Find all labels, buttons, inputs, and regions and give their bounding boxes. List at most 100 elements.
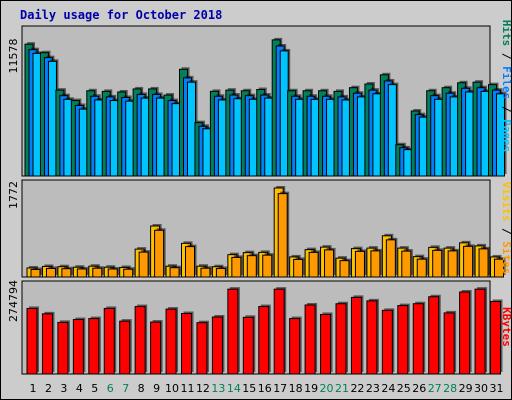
kbytes-bar-day-15 <box>242 316 254 375</box>
x-tick-day-11: 11 <box>181 382 195 395</box>
sites-bar-day-29 <box>463 245 474 278</box>
sites-bar-day-2 <box>45 267 56 278</box>
kbytes-bar-day-13 <box>211 316 223 375</box>
legend-part: Files <box>500 66 512 99</box>
legend-visits-sites: Visits / Sites <box>500 182 512 275</box>
sites-bar-day-5 <box>92 267 103 278</box>
pages-bar-day-7 <box>125 100 135 177</box>
pages-bar-day-3 <box>63 98 73 177</box>
sites-bar-day-15 <box>246 255 257 278</box>
sites-bar-day-11 <box>185 246 195 278</box>
sites-bar-day-30 <box>478 248 489 278</box>
x-tick-day-3: 3 <box>60 382 67 395</box>
x-tick-day-21: 21 <box>335 382 349 395</box>
kbytes-bar-day-5 <box>88 318 100 375</box>
pages-bar-day-2 <box>47 60 57 177</box>
sites-bar-day-31 <box>494 258 504 278</box>
kbytes-bar-day-8 <box>134 306 146 375</box>
sites-bar-day-21 <box>339 260 350 278</box>
sites-bar-day-24 <box>385 239 396 278</box>
legend-kbytes: KBytes <box>500 307 512 347</box>
x-tick-day-1: 1 <box>30 382 37 395</box>
pages-bar-day-17 <box>279 50 289 177</box>
legend-part: Sites <box>500 241 512 274</box>
x-tick-day-12: 12 <box>196 382 210 395</box>
pages-bar-day-25 <box>403 149 413 177</box>
x-tick-day-25: 25 <box>397 382 411 395</box>
x-tick-day-20: 20 <box>320 382 334 395</box>
kbytes-bar-day-11 <box>181 313 192 375</box>
kbytes-bar-day-9 <box>150 321 162 375</box>
x-tick-day-15: 15 <box>242 382 256 395</box>
kbytes-bar-day-29 <box>459 291 471 375</box>
x-tick-day-30: 30 <box>474 382 488 395</box>
sites-bar-day-7 <box>123 268 134 278</box>
x-tick-day-13: 13 <box>211 382 225 395</box>
kbytes-bar-day-20 <box>320 313 332 375</box>
pages-bar-day-26 <box>418 116 428 177</box>
x-tick-day-29: 29 <box>459 382 473 395</box>
sites-bar-day-4 <box>76 268 87 278</box>
kbytes-bar-day-14 <box>227 288 239 375</box>
pages-bar-day-13 <box>217 99 227 177</box>
x-tick-day-31: 31 <box>490 382 504 395</box>
sites-bar-day-18 <box>293 258 304 278</box>
x-tick-day-7: 7 <box>122 382 129 395</box>
x-tick-day-28: 28 <box>443 382 457 395</box>
x-tick-day-4: 4 <box>76 382 83 395</box>
x-tick-day-27: 27 <box>428 382 442 395</box>
sites-bar-day-12 <box>200 267 211 278</box>
kbytes-bar-day-1 <box>26 307 38 375</box>
kbytes-bar-day-7 <box>119 320 131 375</box>
kbytes-bar-day-28 <box>443 312 455 375</box>
pages-bar-day-24 <box>387 84 397 177</box>
pages-bar-day-30 <box>480 90 490 177</box>
kbytes-bar-day-6 <box>103 307 115 375</box>
pages-bar-day-22 <box>356 96 366 177</box>
kbytes-bar-day-3 <box>57 321 69 375</box>
sites-bar-day-16 <box>262 254 273 278</box>
sites-bar-day-6 <box>107 268 118 278</box>
kbytes-bar-day-26 <box>412 303 424 375</box>
kbytes-bar-day-25 <box>397 305 409 375</box>
legend-hits-files-pages: Hits / Files / Pages <box>500 20 512 153</box>
pages-bar-day-29 <box>465 91 475 177</box>
kbytes-bar-day-19 <box>304 304 316 375</box>
legend-part: / <box>500 221 512 241</box>
kbytes-bar-day-23 <box>366 300 378 375</box>
kbytes-bar-day-24 <box>381 309 393 375</box>
x-tick-day-6: 6 <box>107 382 114 395</box>
sites-bar-day-27 <box>432 249 443 278</box>
kbytes-bar-day-17 <box>273 288 285 375</box>
kbytes-bar-day-2 <box>41 313 53 375</box>
pages-bar-day-27 <box>434 98 444 177</box>
sites-bar-day-9 <box>154 229 165 278</box>
pages-bar-day-12 <box>202 128 212 177</box>
sites-bar-day-23 <box>370 250 381 278</box>
kbytes-bar-day-4 <box>72 319 84 375</box>
pages-bar-day-6 <box>109 100 119 177</box>
pages-bar-day-8 <box>140 97 150 177</box>
pages-bar-day-14 <box>233 98 243 177</box>
y-max-label-visits: 1772 <box>7 181 20 209</box>
pages-bar-day-20 <box>326 98 336 177</box>
x-tick-day-19: 19 <box>304 382 318 395</box>
sites-bar-day-19 <box>308 251 319 278</box>
sites-bar-day-14 <box>231 256 242 278</box>
x-tick-day-8: 8 <box>138 382 145 395</box>
x-tick-day-18: 18 <box>289 382 303 395</box>
sites-bar-day-3 <box>61 268 72 278</box>
y-max-label-hits: 11578 <box>7 39 20 74</box>
sites-bar-day-13 <box>215 267 226 278</box>
x-tick-day-17: 17 <box>273 382 287 395</box>
sites-bar-day-8 <box>138 251 149 278</box>
pages-bar-day-10 <box>171 103 181 177</box>
x-tick-day-2: 2 <box>45 382 52 395</box>
pages-bar-day-16 <box>264 97 274 177</box>
pages-bar-day-15 <box>248 98 258 177</box>
x-tick-day-26: 26 <box>412 382 426 395</box>
y-max-label-kbytes: 274794 <box>7 280 20 322</box>
legend-part: / <box>500 99 512 119</box>
